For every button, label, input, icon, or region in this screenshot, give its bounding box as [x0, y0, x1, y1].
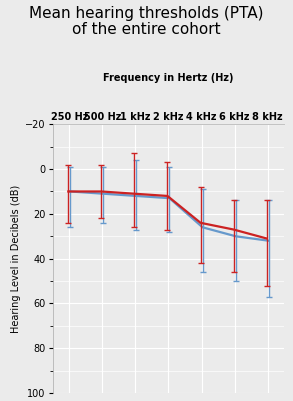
X-axis label: Frequency in Hertz (Hz): Frequency in Hertz (Hz) — [103, 73, 234, 83]
Text: of the entire cohort: of the entire cohort — [72, 22, 221, 37]
Y-axis label: Hearing Level in Decibels (dB): Hearing Level in Decibels (dB) — [11, 184, 21, 333]
Text: Mean hearing thresholds (PTA): Mean hearing thresholds (PTA) — [29, 6, 264, 21]
